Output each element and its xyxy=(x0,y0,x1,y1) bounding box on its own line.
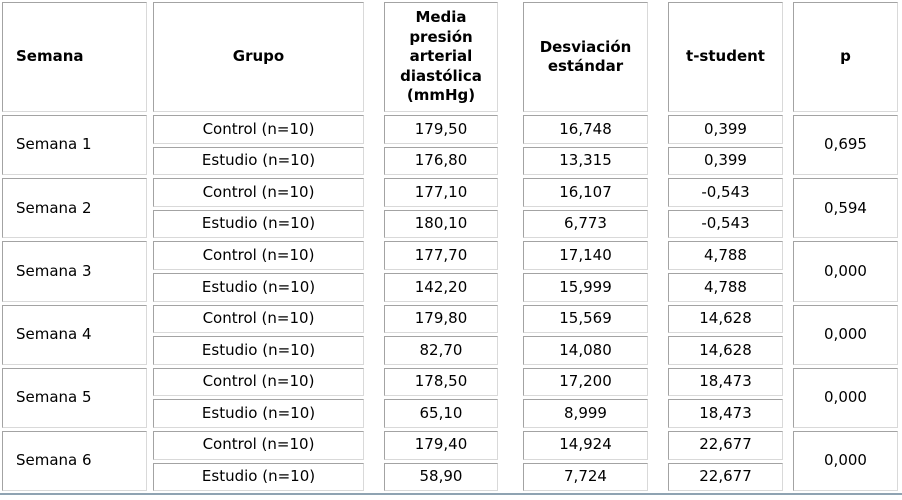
header-grupo: Grupo xyxy=(153,2,364,112)
cell-grupo: Estudio (n=10) xyxy=(153,462,364,492)
cell-semana: Semana 3 xyxy=(2,241,147,302)
cell-media: 179,80 xyxy=(384,304,498,334)
cell-t-student: 22,677 xyxy=(668,462,783,492)
cell-media: 82,70 xyxy=(384,336,498,365)
cell-media: 179,50 xyxy=(384,115,498,144)
cell-t-student: 18,473 xyxy=(668,399,783,428)
cell-media: 58,90 xyxy=(384,462,498,492)
header-media: Media presión arterial diastólica (mmHg) xyxy=(384,2,498,112)
cell-semana: Semana 1 xyxy=(2,115,147,176)
cell-desviacion: 6,773 xyxy=(523,209,648,239)
cell-semana: Semana 2 xyxy=(2,178,147,239)
cell-desviacion: 8,999 xyxy=(523,399,648,428)
cell-p: 0,000 xyxy=(793,367,898,428)
cell-t-student: 18,473 xyxy=(668,367,783,397)
bottom-rule xyxy=(0,493,902,495)
cell-t-student: 14,628 xyxy=(668,304,783,334)
cell-desviacion: 15,569 xyxy=(523,304,648,334)
cell-p: 0,594 xyxy=(793,178,898,239)
cell-t-student: 0,399 xyxy=(668,115,783,144)
cell-p: 0,000 xyxy=(793,241,898,302)
cell-t-student: 22,677 xyxy=(668,430,783,460)
header-t-student: t-student xyxy=(668,2,783,112)
cell-t-student: 4,788 xyxy=(668,272,783,302)
cell-grupo: Control (n=10) xyxy=(153,115,364,144)
cell-media: 177,70 xyxy=(384,241,498,270)
cell-grupo: Estudio (n=10) xyxy=(153,272,364,302)
cell-grupo: Estudio (n=10) xyxy=(153,336,364,365)
header-semana: Semana xyxy=(2,2,147,112)
cell-p: 0,000 xyxy=(793,430,898,492)
cell-p: 0,695 xyxy=(793,115,898,176)
cell-t-student: 4,788 xyxy=(668,241,783,270)
header-desviacion: Desviación estándar xyxy=(523,2,648,112)
cell-t-student: 14,628 xyxy=(668,336,783,365)
cell-grupo: Control (n=10) xyxy=(153,430,364,460)
cell-desviacion: 17,200 xyxy=(523,367,648,397)
cell-desviacion: 16,107 xyxy=(523,178,648,207)
cell-grupo: Estudio (n=10) xyxy=(153,209,364,239)
cell-grupo: Control (n=10) xyxy=(153,178,364,207)
cell-desviacion: 14,080 xyxy=(523,336,648,365)
cell-desviacion: 15,999 xyxy=(523,272,648,302)
cell-desviacion: 14,924 xyxy=(523,430,648,460)
cell-t-student: -0,543 xyxy=(668,178,783,207)
header-p: p xyxy=(793,2,898,112)
cell-desviacion: 16,748 xyxy=(523,115,648,144)
cell-media: 177,10 xyxy=(384,178,498,207)
cell-media: 180,10 xyxy=(384,209,498,239)
cell-media: 176,80 xyxy=(384,146,498,176)
cell-semana: Semana 4 xyxy=(2,304,147,365)
cell-t-student: 0,399 xyxy=(668,146,783,176)
cell-grupo: Estudio (n=10) xyxy=(153,399,364,428)
cell-semana: Semana 6 xyxy=(2,430,147,492)
cell-grupo: Estudio (n=10) xyxy=(153,146,364,176)
cell-desviacion: 7,724 xyxy=(523,462,648,492)
cell-grupo: Control (n=10) xyxy=(153,367,364,397)
cell-media: 65,10 xyxy=(384,399,498,428)
cell-media: 178,50 xyxy=(384,367,498,397)
cell-desviacion: 17,140 xyxy=(523,241,648,270)
cell-grupo: Control (n=10) xyxy=(153,304,364,334)
cell-desviacion: 13,315 xyxy=(523,146,648,176)
cell-media: 142,20 xyxy=(384,272,498,302)
cell-grupo: Control (n=10) xyxy=(153,241,364,270)
cell-semana: Semana 5 xyxy=(2,367,147,428)
cell-media: 179,40 xyxy=(384,430,498,460)
cell-p: 0,000 xyxy=(793,304,898,365)
results-table: Semana Grupo Media presión arterial dias… xyxy=(2,2,898,492)
cell-t-student: -0,543 xyxy=(668,209,783,239)
